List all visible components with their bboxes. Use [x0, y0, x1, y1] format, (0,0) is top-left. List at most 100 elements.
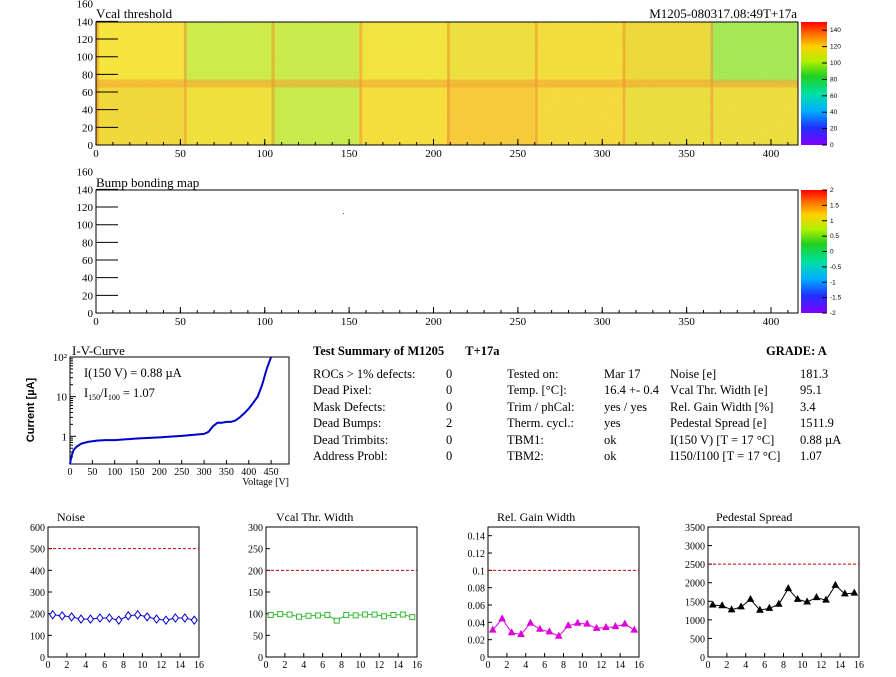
iv-axes: 0 50 100 150 200 250 300 350 400 450 1 10 10²: [53, 352, 279, 478]
x-tick-label: 14: [393, 660, 403, 671]
data-point: [296, 613, 303, 620]
y-tick-label: 40: [82, 273, 94, 285]
x-tick-label: 50: [175, 316, 187, 328]
y-tick-label: 160: [77, 167, 94, 179]
data-point: [621, 619, 629, 627]
data-point: [756, 605, 764, 613]
x-tick-label: 4: [83, 660, 88, 671]
x-tick-label: 12: [156, 660, 166, 671]
data-point: [352, 612, 359, 619]
summary-label: Mask Defects:: [313, 399, 386, 414]
series-line: [712, 584, 855, 611]
y-tick-label: 0.1: [473, 566, 486, 577]
y-tick-label: 300: [248, 523, 263, 534]
summary-value: 16.4 +- 0.4: [604, 383, 659, 398]
x-tick-label: 4: [743, 660, 748, 671]
colorbar-tick-label: -0.5: [830, 264, 842, 271]
data-point: [399, 611, 406, 618]
x-tick-label: 0: [93, 316, 99, 328]
iv-title: I-V-Curve: [72, 343, 125, 358]
data-point: [371, 611, 378, 618]
summary-label: I150/I100 [T = 17 °C]: [670, 449, 781, 464]
summary-value: 95.1: [800, 383, 822, 398]
data-point: [708, 600, 717, 608]
summary-value: 0: [446, 367, 453, 381]
data-point: [58, 610, 66, 621]
x-tick-label: 400: [763, 148, 780, 160]
summary-label: Address Probl:: [313, 449, 388, 464]
y-tick-label: 200: [30, 610, 45, 621]
summary-value: 0: [446, 399, 453, 414]
x-tick-label: 16: [854, 660, 864, 671]
summary-label: ROCs > 1% defects:: [313, 367, 416, 381]
colorbar-tick-label: -1.5: [830, 295, 842, 302]
x-tick-label: 14: [835, 660, 845, 671]
data-point: [498, 614, 506, 622]
data-point: [803, 597, 811, 605]
iv-xlabel: Voltage [V]: [242, 477, 289, 488]
data-point: [592, 623, 601, 631]
data-point: [171, 613, 180, 623]
summary-label: Temp. [°C]:: [507, 383, 567, 398]
plot-pedestal-spread: Pedestal Spread 0 2 4 6 8 10 12 14 16 0 500 1000 1500…: [685, 510, 864, 671]
data-point: [343, 611, 350, 618]
y-tick-label: 300: [30, 588, 45, 599]
bump-bonding-map: Bump bonding map 0 50 100 150 200 250 300 350 40…: [77, 167, 842, 328]
y-tick-label: 120: [77, 34, 94, 46]
y-tick-label: 3000: [685, 542, 705, 553]
y-tick-label: 0.04: [468, 618, 486, 629]
y-tick-label: 0.14: [468, 532, 486, 543]
colorbar-tick-label: 0: [830, 142, 834, 149]
data-point: [362, 611, 369, 618]
iv-y-tick-label: 1: [62, 431, 68, 443]
vcal-map-tiles: [96, 22, 798, 145]
x-tick-label: 100: [257, 316, 274, 328]
colorbar-tick-label: 1.5: [830, 202, 839, 209]
x-tick-label: 12: [374, 660, 384, 671]
data-point: [286, 611, 293, 618]
plot-title: Vcal Thr. Width: [276, 510, 353, 524]
summary-title-text: Test Summary of M1205: [313, 344, 445, 358]
data-point: [124, 610, 132, 621]
colorbar-tick-label: 20: [830, 126, 838, 133]
data-point: [545, 627, 554, 635]
data-point: [765, 603, 774, 611]
y-tick-label: 0.08: [468, 584, 486, 595]
iv-annotation-ratio: I150/I100 = 1.07: [84, 386, 155, 402]
data-point: [105, 613, 113, 623]
colorbar-tick-label: 0.5: [830, 233, 839, 240]
colorbar-tick-label: 2: [830, 187, 834, 194]
plot-frame: [47, 526, 200, 658]
vcal-colorbar: [801, 22, 827, 145]
colorbar-tick-label: 60: [830, 93, 838, 100]
x-tick-label: 350: [678, 148, 695, 160]
summary-label: Dead Pixel:: [313, 383, 372, 398]
iv-x-tick-label: 200: [152, 467, 167, 478]
y-tick-label: 60: [82, 87, 94, 99]
bump-map-dot: [343, 213, 344, 214]
y-tick-label: 2000: [685, 579, 705, 590]
x-tick-label: 6: [320, 660, 325, 671]
summary-col2-labels: Tested on: Temp. [°C]: Trim / phCal: The…: [507, 366, 575, 464]
iv-x-tick-label: 0: [68, 467, 73, 478]
summary-label: TBM2:: [507, 449, 544, 464]
x-tick-label: 4: [301, 660, 306, 671]
bump-map-axes: 0 50 100 150 200 250 300 350 400 0 20 40 60 80 100 120 1…: [77, 167, 789, 328]
x-tick-label: 2: [504, 660, 509, 671]
data-point: [507, 628, 516, 636]
iv-x-tick-label: 400: [241, 467, 256, 478]
data-point: [583, 619, 591, 627]
y-tick-label: 100: [248, 610, 263, 621]
summary-label: Rel. Gain Width [%]: [670, 399, 774, 414]
data-point: [181, 613, 189, 623]
x-tick-label: 2: [64, 660, 69, 671]
y-tick-label: 1000: [685, 616, 705, 627]
data-point: [409, 614, 416, 621]
data-point: [152, 614, 161, 624]
plot-title: Rel. Gain Width: [497, 510, 575, 524]
data-point: [333, 617, 340, 624]
y-tick-label: 0: [88, 140, 94, 152]
data-point: [162, 615, 170, 626]
